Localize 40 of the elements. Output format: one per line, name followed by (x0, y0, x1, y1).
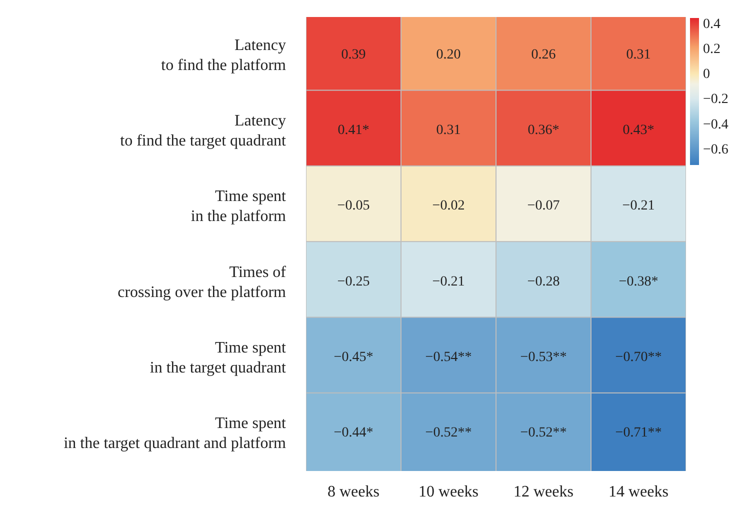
data-label: 0.31 (436, 123, 461, 138)
data-label: −0.53** (520, 350, 567, 365)
data-label: −0.05 (337, 198, 370, 214)
data-label: −0.52** (425, 426, 472, 441)
color-bar-label: −0.6 (703, 142, 728, 158)
x-tick-label: 14 weeks (608, 483, 668, 500)
x-tick-label: 12 weeks (514, 483, 574, 500)
y-tick-label: Time spent in the target quadrant and platform (64, 415, 287, 452)
color-bar-label: −0.4 (703, 117, 728, 132)
data-label: 0.43* (622, 123, 654, 138)
y-tick-label: Time spent in the platform (190, 188, 287, 226)
data-label: −0.45* (334, 350, 374, 365)
data-label: 0.20 (436, 47, 461, 62)
data-label: −0.21 (622, 198, 655, 214)
x-tick-label: 8 weeks (328, 483, 380, 500)
data-label: −0.07 (527, 198, 560, 214)
data-label: −0.54** (425, 350, 472, 365)
y-tick-label: Latency to find the platform (161, 36, 287, 74)
y-tick-label: Time spent in the target quadrant (150, 340, 287, 376)
data-label: −0.25 (337, 274, 370, 290)
color-bar-label: 0 (703, 67, 710, 82)
data-label: −0.44* (334, 426, 374, 441)
data-label: −0.52** (520, 426, 567, 441)
color-bar-label: −0.2 (703, 92, 728, 108)
data-label: −0.38* (618, 274, 658, 290)
color-bar-label: 0.4 (703, 16, 720, 32)
x-tick-label: 10 weeks (418, 483, 478, 500)
data-label: 0.26 (531, 47, 556, 62)
data-label: 0.31 (626, 47, 651, 62)
data-label: 0.41* (338, 123, 370, 138)
data-label: −0.70** (615, 350, 662, 365)
data-label: −0.21 (432, 274, 465, 290)
data-label: −0.02 (432, 198, 465, 214)
data-label: −0.71** (615, 426, 662, 441)
data-label: 0.36* (528, 123, 560, 138)
color-bar-label: 0.2 (703, 42, 720, 57)
data-label: 0.39 (341, 47, 366, 62)
y-tick-label: Times of crossing over the platform (118, 264, 287, 301)
data-label: −0.28 (527, 274, 560, 290)
y-tick-label: Latency to find the target quadrant (120, 112, 287, 150)
